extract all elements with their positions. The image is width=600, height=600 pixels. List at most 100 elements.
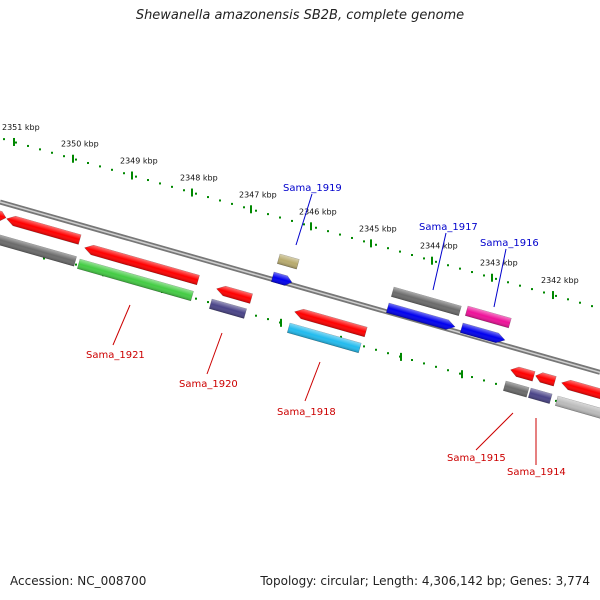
gene-arrow-sama-1918 (286, 322, 362, 354)
leader-line (493, 248, 507, 308)
arrow-shade (294, 309, 368, 337)
tick-dot (339, 233, 341, 236)
kbp-label: 2349 kbp (120, 156, 158, 165)
tick-dot (363, 240, 365, 243)
leader-line (295, 193, 313, 246)
tick-dot (3, 138, 5, 141)
arrow-shade (391, 287, 462, 316)
cds-arrow (535, 372, 557, 387)
tick-dot (483, 379, 485, 382)
kbp-label: 2347 kbp (239, 190, 277, 199)
tick-dot (423, 362, 425, 365)
backbone-highlight (0, 201, 600, 374)
tick-dot (183, 189, 185, 192)
tick-dot (327, 230, 329, 233)
tick-dot (459, 372, 461, 375)
tick-dot (15, 141, 17, 144)
tick-dot (555, 399, 557, 402)
gene-label-sama-1915: Sama_1915 (447, 453, 506, 464)
tick-dot (519, 284, 521, 287)
tick-dot (147, 179, 149, 182)
tick-dot (471, 376, 473, 379)
tick-dot (387, 247, 389, 250)
tick-dot (75, 158, 77, 161)
kbp-label: 2342 kbp (541, 276, 579, 285)
arrow-shade (535, 372, 557, 387)
arrow-shade (528, 388, 553, 404)
arrow-shade (287, 323, 362, 353)
cds-arrow (84, 244, 200, 286)
tick-dot (291, 219, 293, 222)
cds-arrow (294, 308, 368, 338)
gene-label-sama-1921: Sama_1921 (86, 350, 145, 361)
gene-arrow-sama-1919 (276, 253, 300, 270)
tick-dot (267, 318, 269, 321)
tick-dot (63, 155, 65, 158)
gene-label-sama-1917: Sama_1917 (419, 222, 478, 233)
tick-dot (279, 216, 281, 219)
kbp-label: 2344 kbp (420, 242, 458, 251)
tick-dot (255, 314, 257, 317)
gene-label-sama-1919: Sama_1919 (283, 183, 342, 194)
blue-arrow (270, 271, 293, 286)
cds-arrow (216, 285, 253, 304)
kbp-label: 2345 kbp (359, 224, 397, 233)
tick-dot (207, 301, 209, 304)
tick-dot (555, 294, 557, 297)
tick-dot (495, 382, 497, 385)
arrow-shade (0, 232, 77, 267)
tick-dot (135, 175, 137, 178)
tick-dot (495, 277, 497, 280)
gene-label-sama-1916: Sama_1916 (480, 238, 539, 249)
gene-features (0, 207, 600, 420)
cds-arrow (0, 207, 7, 222)
leader-line (432, 232, 447, 291)
cds-arrow (561, 379, 600, 401)
tick-dot (255, 209, 257, 212)
gene-arrow-sama-1920 (208, 298, 247, 319)
tick-dot (507, 281, 509, 284)
tick-dot (411, 254, 413, 257)
tick-dot (267, 213, 269, 216)
arrow-shade (561, 380, 600, 400)
tick-dot (375, 348, 377, 351)
gene-arrow-light (554, 395, 600, 420)
leader-line (206, 332, 223, 375)
genome-stats-text: Topology: circular; Length: 4,306,142 bp… (260, 574, 590, 588)
tick-dot (459, 267, 461, 270)
gene-arrow-sama-1916 (464, 305, 512, 329)
arrow-shade (460, 323, 505, 343)
arrow-shade (0, 208, 6, 222)
gene-arrow-grey (0, 231, 77, 267)
kbp-label: 2350 kbp (61, 140, 99, 149)
leader-line (475, 412, 514, 451)
gene-arrow-sama-1914 (527, 387, 553, 404)
tick-dot (243, 206, 245, 209)
accession-text: Accession: NC_008700 (10, 574, 147, 588)
tick-dot (363, 345, 365, 348)
tick-dot (435, 260, 437, 263)
tick-dot (399, 250, 401, 253)
arrow-shade (277, 254, 300, 270)
arrow-shade (6, 216, 82, 245)
tick-dot (27, 144, 29, 147)
tick-dot (195, 192, 197, 195)
gene-label-sama-1914: Sama_1914 (507, 467, 566, 478)
arrow-shade (84, 245, 200, 285)
tick-dot (219, 199, 221, 202)
arrow-shade (209, 299, 247, 319)
tick-dot (171, 185, 173, 188)
leader-line (112, 304, 131, 346)
arrow-shade (216, 286, 253, 304)
gene-arrow-sama-1917 (390, 286, 462, 317)
map-title: Shewanella amazonensis SB2B, complete ge… (135, 8, 465, 23)
tick-dot (543, 291, 545, 294)
kbp-label: 2351 kbp (2, 123, 40, 132)
tick-dot (435, 365, 437, 368)
tick-dot (411, 359, 413, 362)
arrow-shade (386, 303, 455, 330)
kbp-label: 2348 kbp (180, 174, 218, 183)
cds-arrow (6, 215, 82, 245)
